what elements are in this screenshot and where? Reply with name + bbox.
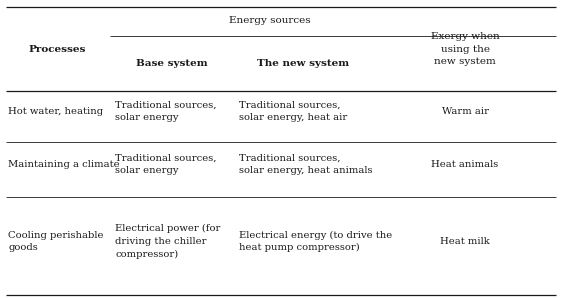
Text: Traditional sources,
solar energy, heat air: Traditional sources, solar energy, heat … bbox=[239, 101, 347, 122]
Text: Traditional sources,
solar energy: Traditional sources, solar energy bbox=[115, 154, 217, 176]
Text: The new system: The new system bbox=[257, 59, 350, 68]
Text: Hot water, heating: Hot water, heating bbox=[8, 107, 103, 116]
Text: Warm air: Warm air bbox=[442, 107, 488, 116]
Text: Exergy when
using the
new system: Exergy when using the new system bbox=[430, 32, 500, 66]
Text: Electrical power (for
driving the chiller
compressor): Electrical power (for driving the chille… bbox=[115, 224, 220, 259]
Text: Heat milk: Heat milk bbox=[440, 237, 490, 246]
Text: Electrical energy (to drive the
heat pump compressor): Electrical energy (to drive the heat pum… bbox=[239, 230, 392, 252]
Text: Cooling perishable
goods: Cooling perishable goods bbox=[8, 231, 104, 252]
Text: Energy sources: Energy sources bbox=[229, 15, 311, 25]
Text: Processes: Processes bbox=[29, 45, 87, 54]
Text: Maintaining a climate: Maintaining a climate bbox=[8, 160, 120, 169]
Text: Traditional sources,
solar energy, heat animals: Traditional sources, solar energy, heat … bbox=[239, 154, 373, 176]
Text: Traditional sources,
solar energy: Traditional sources, solar energy bbox=[115, 101, 217, 122]
Text: Base system: Base system bbox=[135, 59, 207, 68]
Text: Heat animals: Heat animals bbox=[432, 160, 498, 169]
